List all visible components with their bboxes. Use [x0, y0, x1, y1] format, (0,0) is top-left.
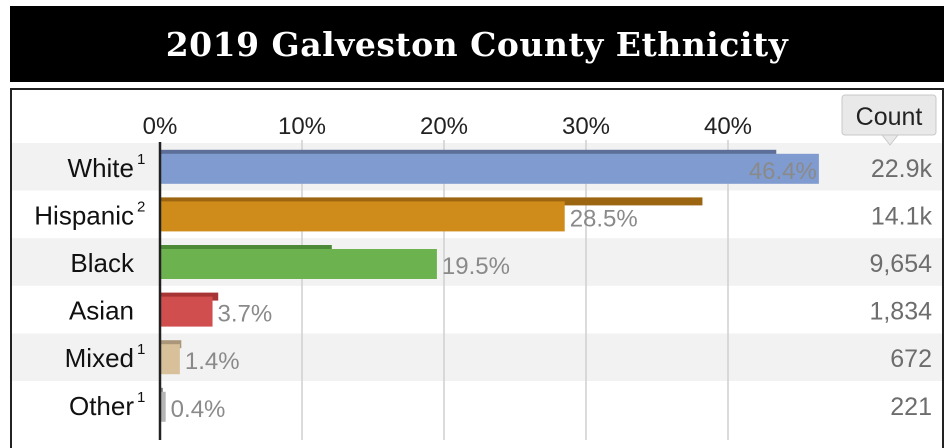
value-label: 46.4% [749, 158, 817, 185]
data-bar[interactable] [160, 296, 213, 327]
data-bar[interactable] [160, 201, 565, 232]
category-label: Black [70, 248, 135, 278]
chart-title: 2019 Galveston County Ethnicity [165, 24, 789, 64]
data-bar[interactable] [160, 344, 180, 375]
value-label: 28.5% [570, 205, 638, 232]
count-header-pointer [880, 134, 900, 146]
data-bar[interactable] [160, 153, 819, 184]
footnote-marker: 2 [137, 198, 145, 215]
data-bar[interactable] [160, 391, 166, 422]
value-label: 1.4% [185, 348, 240, 375]
category-label: Asian [69, 296, 134, 326]
data-bar[interactable] [160, 249, 437, 279]
category-label: Other [69, 391, 134, 421]
x-tick-label: 10% [278, 113, 326, 140]
count-value: 221 [890, 393, 932, 421]
x-tick-label: 20% [420, 113, 468, 140]
footnote-marker: 1 [137, 341, 145, 358]
category-label: Mixed [65, 343, 134, 373]
count-header: Count [856, 103, 923, 131]
footnote-marker: 1 [137, 389, 145, 406]
x-tick-label: 40% [704, 113, 752, 140]
value-label: 0.4% [171, 396, 226, 423]
count-value: 14.1k [871, 202, 933, 230]
category-label: Hispanic [34, 200, 134, 230]
count-value: 9,654 [869, 250, 932, 278]
category-label: White [68, 153, 134, 183]
count-value: 22.9k [871, 155, 933, 183]
count-value: 672 [890, 345, 932, 373]
title-banner: 2019 Galveston County Ethnicity [10, 6, 944, 82]
x-tick-label: 0% [143, 113, 178, 140]
value-label: 3.7% [218, 301, 273, 328]
row-background [12, 333, 942, 381]
value-label: 19.5% [442, 253, 510, 280]
x-tick-label: 30% [562, 113, 610, 140]
count-value: 1,834 [869, 298, 932, 326]
footnote-marker: 1 [137, 151, 145, 168]
